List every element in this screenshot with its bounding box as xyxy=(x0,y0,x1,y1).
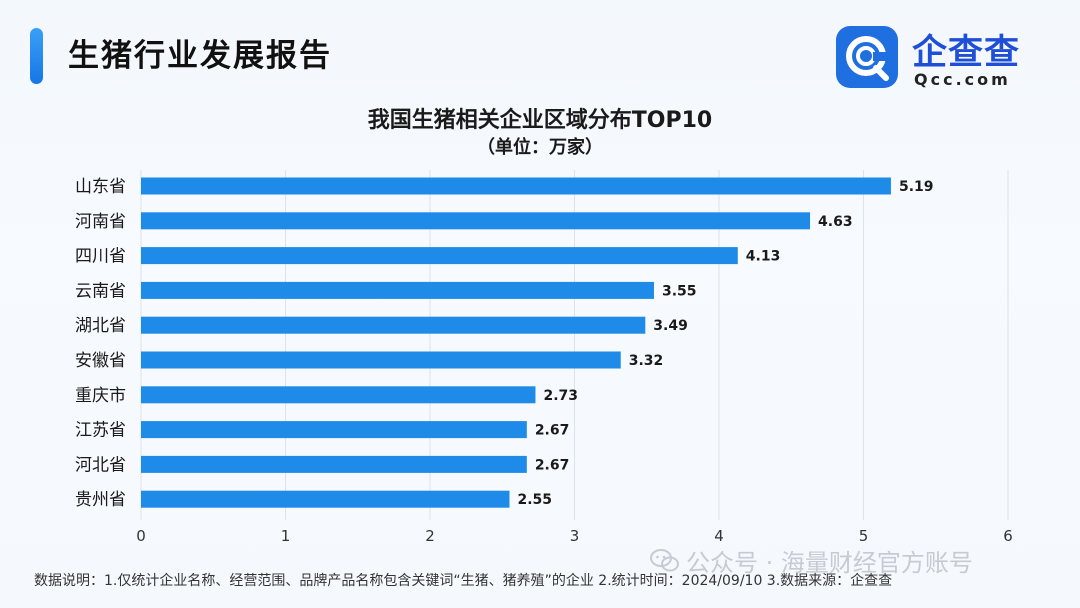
category-label: 重庆市 xyxy=(75,386,126,406)
watermark: 公众号 · 海量财经官方账号 xyxy=(650,543,973,580)
footnote: 数据说明：1.仅统计企业名称、经营范围、品牌产品名称包含关键词“生猪、猪养殖”的… xyxy=(34,573,893,589)
category-label: 江苏省 xyxy=(75,421,126,441)
bar xyxy=(141,455,527,473)
category-label: 山东省 xyxy=(75,177,126,197)
bar xyxy=(141,351,621,369)
wechat-icon xyxy=(650,548,680,580)
category-label: 河南省 xyxy=(75,212,126,232)
value-label: 3.55 xyxy=(662,283,697,299)
bar xyxy=(141,177,891,195)
logo-domain: Qcc.com xyxy=(914,70,1011,89)
category-label: 四川省 xyxy=(75,247,126,267)
category-label: 云南省 xyxy=(75,281,126,301)
qcc-logo-icon xyxy=(836,26,898,88)
value-label: 5.19 xyxy=(899,179,934,195)
bar xyxy=(141,490,510,508)
x-tick-label: 3 xyxy=(570,527,580,545)
bar xyxy=(141,247,738,265)
brand-logo: 企查查 Qcc.com xyxy=(836,26,1066,89)
value-label: 3.32 xyxy=(629,353,664,369)
category-label: 贵州省 xyxy=(75,490,126,510)
bar xyxy=(141,386,536,404)
value-label: 2.67 xyxy=(535,423,570,439)
value-label: 3.49 xyxy=(653,318,688,334)
value-label: 4.63 xyxy=(818,214,853,230)
value-label: 4.13 xyxy=(746,249,781,265)
value-label: 2.55 xyxy=(517,492,552,508)
bar xyxy=(141,212,811,230)
x-tick-label: 5 xyxy=(859,527,869,545)
bar xyxy=(141,316,646,334)
category-label: 河北省 xyxy=(75,455,126,475)
header-accent-bar xyxy=(30,28,43,84)
bar xyxy=(141,421,527,439)
chart-subtitle: （单位：万家） xyxy=(477,137,603,158)
logo-name: 企查查 xyxy=(912,33,1021,73)
watermark-text: 公众号 · 海量财经官方账号 xyxy=(686,549,973,577)
x-tick-label: 6 xyxy=(1003,527,1013,545)
page-title: 生猪行业发展报告 xyxy=(68,38,332,74)
x-tick-label: 1 xyxy=(281,527,291,545)
x-tick-label: 4 xyxy=(714,527,724,545)
x-tick-label: 2 xyxy=(425,527,435,545)
x-tick-label: 0 xyxy=(136,527,146,545)
chart-title: 我国生猪相关企业区域分布TOP10 xyxy=(367,108,713,133)
category-label: 湖北省 xyxy=(75,316,126,336)
value-label: 2.67 xyxy=(535,457,570,473)
bar xyxy=(141,281,654,299)
value-label: 2.73 xyxy=(543,388,578,404)
category-label: 安徽省 xyxy=(75,351,126,371)
